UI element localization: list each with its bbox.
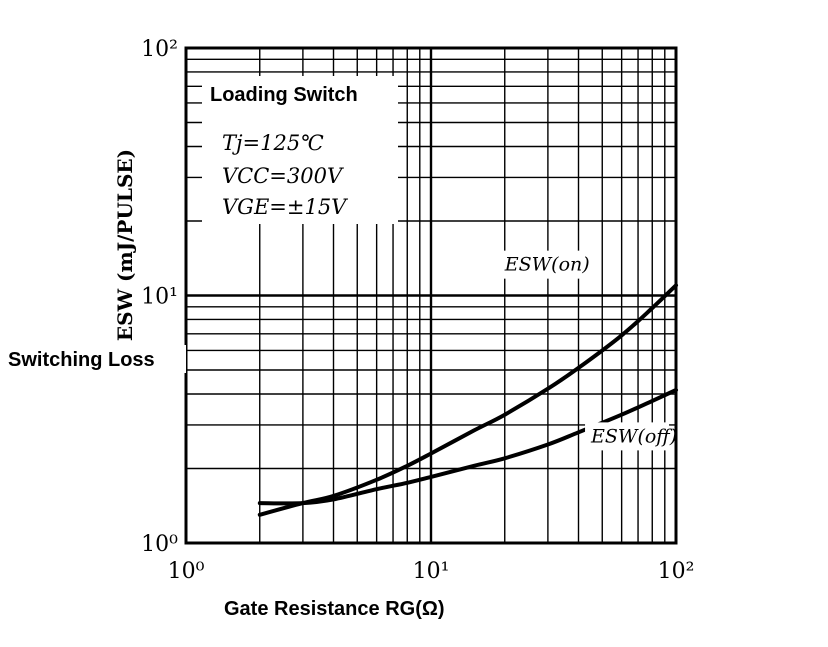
condition-vge: VGE=±15V bbox=[222, 195, 348, 219]
y-axis-label: ESW (mJ/PULSE) bbox=[113, 149, 137, 341]
series-label-bg bbox=[585, 422, 670, 451]
x-tick-label: 10² bbox=[658, 559, 695, 584]
condition-tj: Tj=125℃ bbox=[222, 131, 324, 155]
y-tick-label: 10¹ bbox=[141, 285, 178, 310]
tick-labels: 10⁰ 10¹ 10² 10⁰ 10¹ 10² bbox=[141, 37, 694, 584]
y-tick-label: 10² bbox=[141, 37, 178, 62]
series-label-bg bbox=[498, 250, 583, 279]
annotation-title: Loading Switch bbox=[210, 84, 358, 106]
series-label-esw-on: ESW(on) bbox=[504, 254, 590, 276]
side-label: Switching Loss bbox=[8, 349, 155, 371]
x-axis-label: Gate Resistance RG(Ω) bbox=[224, 598, 445, 620]
plot-frame bbox=[184, 46, 678, 545]
x-tick-label: 10¹ bbox=[413, 559, 450, 584]
side-label-bg bbox=[6, 345, 186, 373]
condition-vcc: VCC=300V bbox=[222, 164, 344, 188]
series-layer: ESW(on) ESW(off) bbox=[257, 250, 678, 517]
x-tick-label: 10⁰ bbox=[168, 559, 205, 584]
y-tick-label: 10⁰ bbox=[141, 532, 178, 557]
series-line-esw-off bbox=[257, 388, 678, 506]
series-line-esw-on bbox=[257, 283, 678, 517]
series-label-esw-off: ESW(off) bbox=[590, 425, 677, 447]
annotation-box bbox=[202, 76, 398, 224]
